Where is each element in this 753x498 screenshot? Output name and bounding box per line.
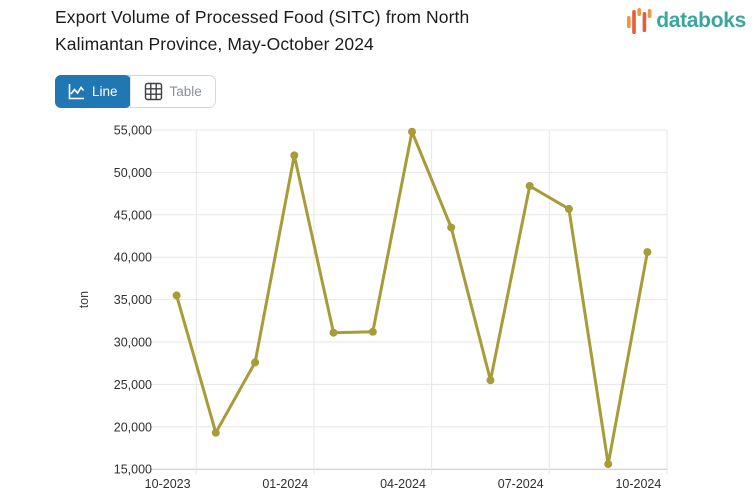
- databoks-wordmark: databoks: [656, 9, 746, 32]
- chart-title-line2: Kalimantan Province, May-October 2024: [55, 34, 374, 54]
- data-point[interactable]: [564, 204, 573, 213]
- y-tick-label: 20,000: [114, 420, 152, 434]
- table-view-button[interactable]: Table: [129, 76, 215, 107]
- data-point[interactable]: [368, 327, 377, 336]
- chart-title: Export Volume of Processed Food (SITC) f…: [55, 4, 615, 58]
- data-point[interactable]: [604, 460, 613, 469]
- data-point[interactable]: [447, 223, 456, 232]
- data-point[interactable]: [329, 328, 338, 337]
- view-toggle: Line Table: [55, 75, 216, 108]
- x-tick-label: 10-2023: [145, 477, 191, 491]
- data-point[interactable]: [172, 291, 181, 300]
- databoks-logo: databoks: [627, 7, 746, 35]
- data-point[interactable]: [525, 182, 534, 190]
- data-point[interactable]: [251, 358, 260, 367]
- y-tick-label: 55,000: [114, 124, 152, 138]
- vertical-gridlines: [195, 130, 668, 475]
- data-point[interactable]: [486, 376, 495, 385]
- y-tick-label: 40,000: [114, 251, 152, 265]
- x-tick-label: 10-2024: [615, 477, 661, 491]
- data-point[interactable]: [643, 248, 652, 257]
- x-tick-label: 04-2024: [380, 477, 426, 491]
- data-point[interactable]: [211, 428, 220, 437]
- x-axis-tick-labels: 10-2023 01-2024 04-2024 07-2024 10-2024: [145, 477, 662, 491]
- line-view-button[interactable]: Line: [55, 75, 131, 108]
- line-chart-icon: [68, 83, 85, 100]
- y-tick-label: 25,000: [114, 378, 152, 392]
- table-view-label: Table: [169, 84, 202, 99]
- y-tick-label: 35,000: [114, 293, 152, 307]
- y-tick-label: 15,000: [114, 463, 152, 477]
- databoks-bars-icon: [627, 7, 653, 35]
- y-tick-label: 30,000: [114, 336, 152, 350]
- y-tick-label: 50,000: [114, 166, 152, 180]
- chart-title-line1: Export Volume of Processed Food (SITC) f…: [55, 7, 470, 27]
- line-view-label: Line: [92, 84, 118, 99]
- x-tick-label: 01-2024: [262, 477, 308, 491]
- y-axis-title: ton: [77, 291, 91, 308]
- data-point[interactable]: [408, 127, 416, 136]
- x-tick-label: 07-2024: [498, 477, 544, 491]
- table-icon: [144, 82, 163, 101]
- data-series[interactable]: [172, 127, 652, 469]
- y-axis-tick-labels: 15,000 20,000 25,000 30,000 35,000 40,000 45,0…: [114, 124, 152, 477]
- series-line[interactable]: [175, 130, 649, 466]
- y-tick-label: 45,000: [114, 208, 152, 222]
- data-point[interactable]: [290, 151, 299, 160]
- horizontal-gridlines: [151, 129, 667, 470]
